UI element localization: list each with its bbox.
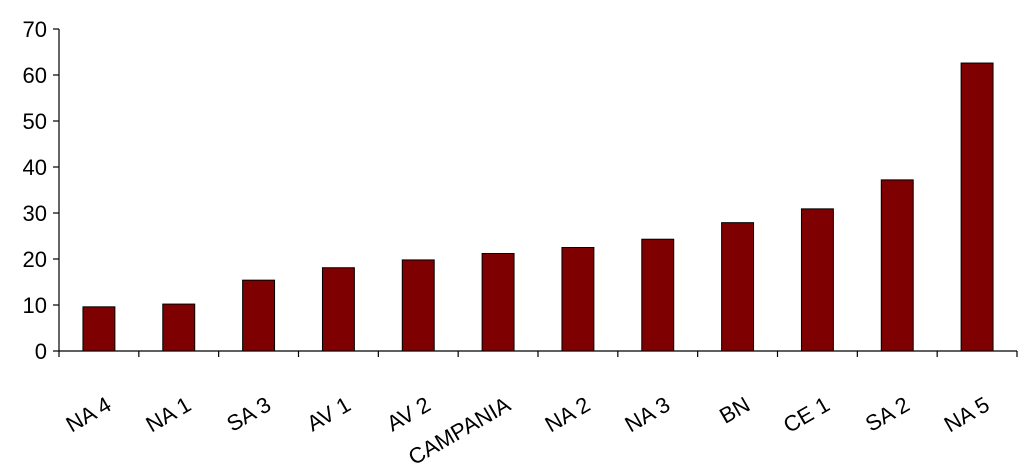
bars xyxy=(82,62,994,352)
y-tick-label: 60 xyxy=(23,63,47,88)
x-tick-label: NA 4 xyxy=(62,392,116,438)
bar xyxy=(561,247,595,352)
bar xyxy=(481,252,515,352)
y-tick-label: 20 xyxy=(23,247,47,272)
x-tick-label: NA 1 xyxy=(141,392,195,438)
x-tick-label: BN xyxy=(715,392,754,429)
bar xyxy=(880,179,914,352)
bar xyxy=(321,267,355,352)
y-tick-label: 10 xyxy=(23,293,47,318)
bar xyxy=(641,238,675,352)
x-tick-label: NA 3 xyxy=(620,392,674,438)
bar xyxy=(401,259,435,352)
x-tick-label: AV 1 xyxy=(303,392,355,437)
x-tick-label: NA 5 xyxy=(940,392,994,438)
y-tick-label: 50 xyxy=(23,109,47,134)
bar xyxy=(82,306,116,352)
x-tick-label: CE 1 xyxy=(779,392,834,438)
bar xyxy=(800,208,834,352)
bar xyxy=(162,303,196,352)
x-tick-label: SA 3 xyxy=(222,392,275,437)
bar xyxy=(242,279,276,352)
y-tick-label: 40 xyxy=(23,155,47,180)
y-tick-label: 0 xyxy=(35,339,47,364)
bar xyxy=(960,62,994,352)
y-tick-label: 70 xyxy=(23,17,47,42)
bar xyxy=(721,222,755,352)
y-tick-label: 30 xyxy=(23,201,47,226)
x-tick-label: NA 2 xyxy=(541,392,595,438)
x-tick-label: SA 2 xyxy=(861,392,914,437)
x-tick-label: AV 2 xyxy=(382,392,434,437)
x-axis xyxy=(58,350,1018,357)
y-axis: 0 10 20 30 40 50 60 70 xyxy=(23,17,60,364)
